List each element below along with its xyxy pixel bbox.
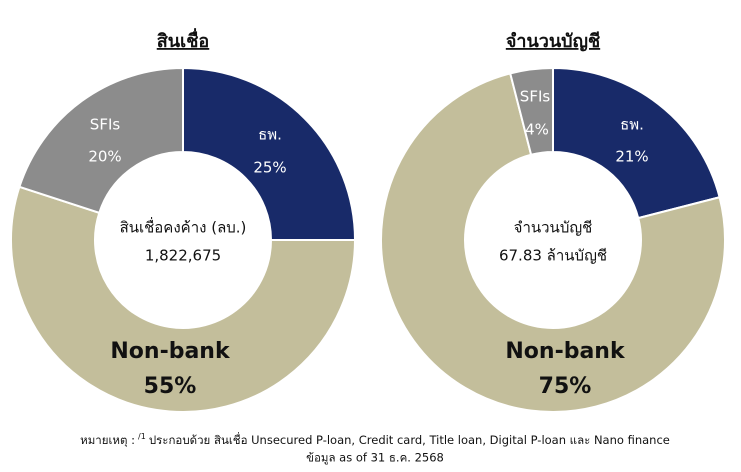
slice-value: 25% (253, 159, 286, 177)
donut-slice (380, 72, 726, 413)
slice-name: Non-bank (505, 339, 626, 364)
center-value: 67.83 ล้านบัญชี (499, 247, 607, 265)
chart-title: สินเชื่อ (157, 28, 209, 52)
donut-slice (18, 66, 184, 215)
source: ข้อมูล as of 31 ธ.ค. 2568 (306, 451, 444, 465)
slice-value: 20% (88, 148, 121, 166)
slice-name: SFIs (520, 88, 551, 106)
chart-title: จำนวนบัญชี (506, 31, 600, 52)
center-value: 1,822,675 (145, 247, 221, 265)
donut-slice (552, 66, 721, 220)
slice-value: 55% (144, 374, 197, 399)
footnote: หมายเหตุ :/1 ประกอบด้วย สินเชื่อ Unsecure… (80, 432, 670, 447)
slice-value: 75% (539, 374, 592, 399)
center-label: สินเชื่อคงค้าง (ลบ.) (120, 217, 247, 237)
note-label: หมายเหตุ : (80, 433, 135, 447)
donut-slice (10, 185, 357, 413)
note-marker: /1 (138, 432, 146, 441)
note-text: ประกอบด้วย สินเชื่อ Unsecured P-loan, Cr… (149, 432, 670, 447)
donut-slice (182, 66, 357, 241)
slice-value: 21% (615, 148, 648, 166)
slice-name: SFIs (90, 116, 121, 134)
donut-slice (509, 66, 554, 156)
slice-name: ธพ. (258, 126, 282, 144)
center-label: จำนวนบัญชี (514, 219, 593, 237)
slice-name: Non-bank (110, 339, 231, 364)
slice-name: ธพ. (620, 116, 644, 134)
slice-value: 4% (525, 121, 549, 139)
